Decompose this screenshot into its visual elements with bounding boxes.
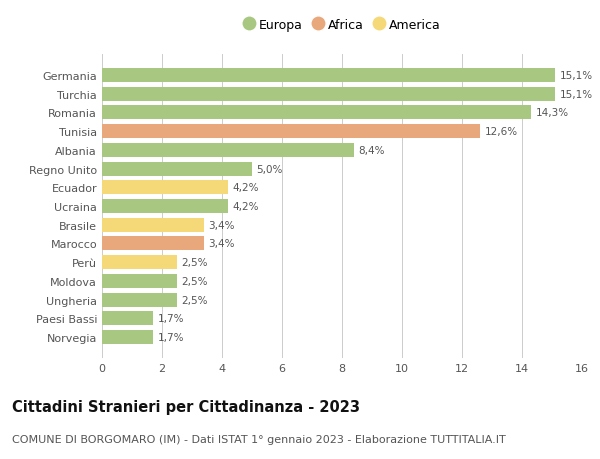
Text: 2,5%: 2,5% — [182, 276, 208, 286]
Text: 15,1%: 15,1% — [560, 71, 593, 81]
Bar — [102, 144, 354, 157]
Bar — [102, 330, 153, 344]
Text: 1,7%: 1,7% — [157, 313, 184, 324]
Bar — [102, 256, 177, 269]
Bar — [102, 106, 531, 120]
Text: 8,4%: 8,4% — [359, 146, 385, 156]
Text: 3,4%: 3,4% — [209, 239, 235, 249]
Text: 3,4%: 3,4% — [209, 220, 235, 230]
Bar — [102, 312, 153, 325]
Text: Cittadini Stranieri per Cittadinanza - 2023: Cittadini Stranieri per Cittadinanza - 2… — [12, 399, 360, 414]
Bar — [102, 69, 555, 83]
Text: 1,7%: 1,7% — [157, 332, 184, 342]
Bar — [102, 125, 480, 139]
Bar — [102, 88, 555, 101]
Bar — [102, 200, 228, 213]
Legend: Europa, Africa, America: Europa, Africa, America — [244, 19, 440, 32]
Bar — [102, 293, 177, 307]
Bar — [102, 162, 252, 176]
Text: 2,5%: 2,5% — [182, 257, 208, 268]
Text: 2,5%: 2,5% — [182, 295, 208, 305]
Bar — [102, 218, 204, 232]
Text: 4,2%: 4,2% — [233, 183, 259, 193]
Text: 15,1%: 15,1% — [560, 90, 593, 100]
Text: 14,3%: 14,3% — [536, 108, 569, 118]
Text: 5,0%: 5,0% — [257, 164, 283, 174]
Bar — [102, 274, 177, 288]
Text: COMUNE DI BORGOMARO (IM) - Dati ISTAT 1° gennaio 2023 - Elaborazione TUTTITALIA.: COMUNE DI BORGOMARO (IM) - Dati ISTAT 1°… — [12, 434, 506, 444]
Bar — [102, 237, 204, 251]
Text: 4,2%: 4,2% — [233, 202, 259, 212]
Bar — [102, 181, 228, 195]
Text: 12,6%: 12,6% — [485, 127, 518, 137]
